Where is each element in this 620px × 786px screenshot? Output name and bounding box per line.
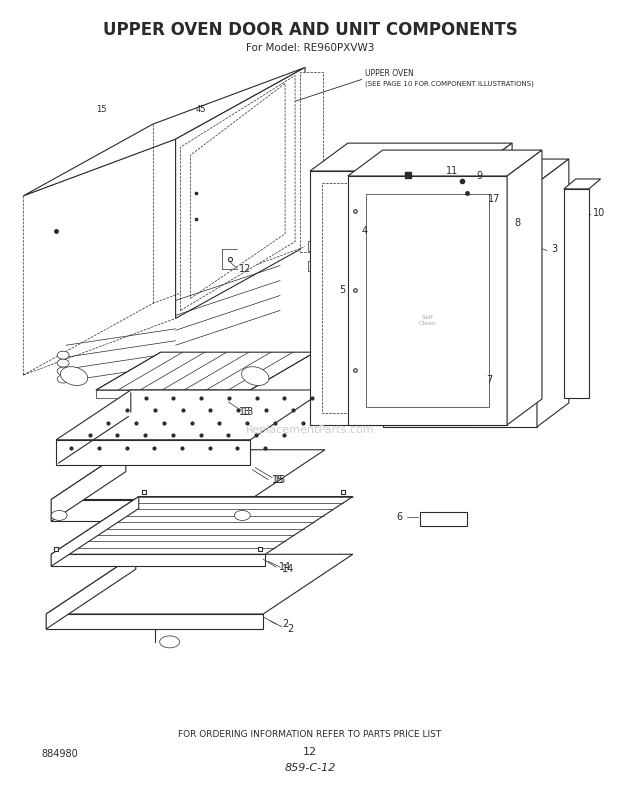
Polygon shape: [46, 554, 353, 614]
Text: 14: 14: [279, 562, 291, 572]
Text: 8: 8: [514, 218, 520, 228]
Text: 17: 17: [488, 194, 500, 204]
Ellipse shape: [57, 375, 69, 383]
Polygon shape: [310, 143, 512, 171]
Text: 7: 7: [486, 375, 492, 385]
Ellipse shape: [160, 636, 180, 648]
Polygon shape: [56, 390, 325, 440]
Text: 2: 2: [282, 619, 288, 629]
Text: 45: 45: [195, 105, 206, 114]
Text: Self
Clean: Self Clean: [418, 315, 436, 325]
Polygon shape: [51, 450, 126, 521]
Text: 859-C-12: 859-C-12: [285, 763, 335, 773]
Polygon shape: [96, 352, 315, 390]
Polygon shape: [383, 159, 569, 183]
Polygon shape: [96, 390, 250, 398]
Text: 15: 15: [272, 475, 285, 485]
Polygon shape: [537, 159, 569, 427]
Polygon shape: [310, 171, 474, 425]
Bar: [308, 261, 323, 270]
Ellipse shape: [60, 367, 87, 385]
Text: 5: 5: [339, 285, 345, 296]
Polygon shape: [348, 150, 542, 176]
Text: 11: 11: [446, 166, 458, 176]
Polygon shape: [348, 176, 507, 425]
Polygon shape: [46, 614, 264, 629]
Polygon shape: [46, 554, 136, 629]
Polygon shape: [56, 440, 250, 465]
Ellipse shape: [242, 367, 269, 385]
Text: 15: 15: [274, 475, 286, 485]
Text: 12: 12: [239, 263, 252, 274]
Text: UPPER OVEN DOOR AND UNIT COMPONENTS: UPPER OVEN DOOR AND UNIT COMPONENTS: [103, 20, 517, 39]
Polygon shape: [51, 497, 353, 554]
Text: (SEE PAGE 10 FOR COMPONENT ILLUSTRATIONS): (SEE PAGE 10 FOR COMPONENT ILLUSTRATIONS…: [365, 80, 534, 86]
Polygon shape: [51, 497, 139, 566]
Text: 13: 13: [242, 407, 254, 417]
Text: 12: 12: [303, 747, 317, 758]
Text: For Model: RE960PXVW3: For Model: RE960PXVW3: [246, 42, 374, 53]
Text: 6: 6: [397, 512, 402, 523]
Polygon shape: [180, 75, 295, 310]
Text: 13: 13: [239, 407, 252, 417]
Text: UPPER OVEN: UPPER OVEN: [365, 69, 414, 78]
Text: 15: 15: [95, 105, 106, 114]
Text: 14: 14: [282, 564, 294, 575]
Text: 9: 9: [476, 171, 482, 181]
Ellipse shape: [57, 351, 69, 359]
Polygon shape: [51, 554, 265, 566]
Bar: [420, 512, 467, 527]
Polygon shape: [564, 179, 601, 189]
Text: 2: 2: [287, 624, 293, 634]
Polygon shape: [564, 189, 589, 398]
Text: ReplacementParts.com: ReplacementParts.com: [246, 425, 374, 435]
Polygon shape: [300, 72, 323, 252]
Polygon shape: [175, 68, 305, 318]
Text: 884980: 884980: [41, 749, 78, 759]
Text: 4: 4: [361, 226, 368, 236]
Ellipse shape: [57, 367, 69, 375]
Polygon shape: [51, 500, 250, 521]
Text: 3: 3: [551, 244, 557, 254]
Polygon shape: [474, 143, 512, 425]
Polygon shape: [24, 68, 305, 196]
Bar: [308, 241, 323, 251]
Ellipse shape: [51, 510, 67, 520]
Ellipse shape: [57, 359, 69, 367]
Text: FOR ORDERING INFORMATION REFER TO PARTS PRICE LIST: FOR ORDERING INFORMATION REFER TO PARTS …: [179, 730, 441, 739]
Polygon shape: [51, 450, 325, 500]
Text: 10: 10: [593, 208, 605, 218]
Ellipse shape: [234, 510, 250, 520]
Polygon shape: [507, 150, 542, 425]
Polygon shape: [383, 183, 537, 427]
